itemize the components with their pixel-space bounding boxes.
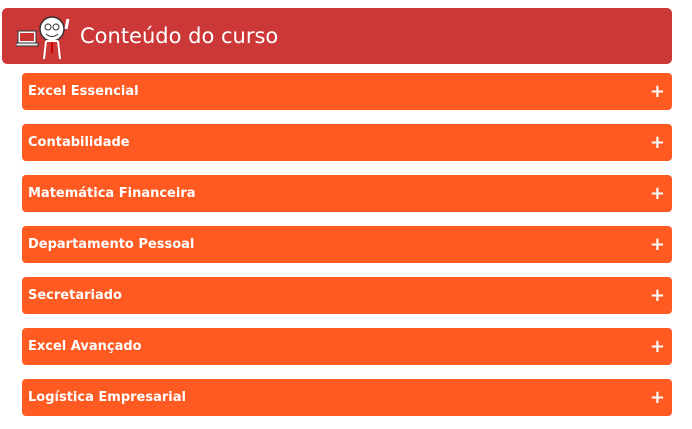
accordion-item-contabilidade[interactable]: Contabilidade +: [22, 124, 672, 161]
plus-icon[interactable]: +: [649, 234, 665, 255]
plus-icon[interactable]: +: [649, 81, 665, 102]
course-content-header: Conteúdo do curso: [2, 8, 672, 64]
accordion-item-secretariado[interactable]: Secretariado +: [22, 277, 672, 314]
item-label: Excel Avançado: [28, 339, 142, 354]
plus-icon[interactable]: +: [649, 285, 665, 306]
item-label: Logística Empresarial: [28, 390, 186, 405]
item-label: Matemática Financeira: [28, 186, 196, 201]
plus-icon[interactable]: +: [649, 132, 665, 153]
item-label: Secretariado: [28, 288, 122, 303]
accordion-item-matematica-financeira[interactable]: Matemática Financeira +: [22, 175, 672, 212]
item-label: Excel Essencial: [28, 84, 139, 99]
page-title: Conteúdo do curso: [80, 24, 279, 48]
mascot-with-laptop-icon: [16, 16, 70, 60]
accordion-item-logistica-empresarial[interactable]: Logística Empresarial +: [22, 379, 672, 416]
accordion-item-departamento-pessoal[interactable]: Departamento Pessoal +: [22, 226, 672, 263]
item-label: Departamento Pessoal: [28, 237, 195, 252]
item-label: Contabilidade: [28, 135, 130, 150]
accordion-item-excel-essencial[interactable]: Excel Essencial +: [22, 73, 672, 110]
accordion-item-excel-avancado[interactable]: Excel Avançado +: [22, 328, 672, 365]
plus-icon[interactable]: +: [649, 336, 665, 357]
plus-icon[interactable]: +: [649, 183, 665, 204]
plus-icon[interactable]: +: [649, 387, 665, 408]
